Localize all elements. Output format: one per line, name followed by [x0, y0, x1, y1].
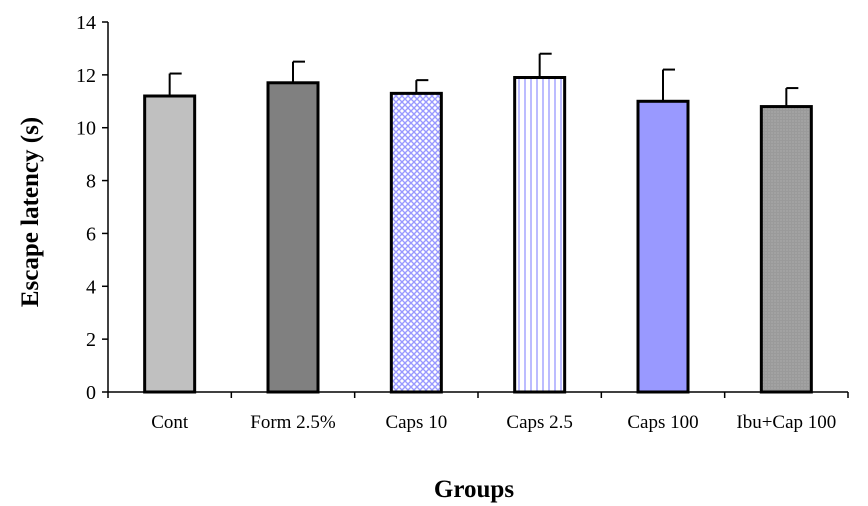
error-bar — [538, 52, 552, 78]
x-tick-label: Ibu+Cap 100 — [736, 412, 836, 433]
error-bar — [168, 72, 182, 96]
error-bars — [168, 52, 799, 107]
error-bar — [292, 60, 305, 83]
y-tick-label: 8 — [86, 171, 96, 193]
bars — [143, 76, 813, 394]
bar — [759, 105, 813, 394]
x-axis-title: Groups — [434, 476, 514, 503]
error-bar — [415, 79, 429, 94]
bar — [266, 81, 320, 394]
x-axis-tick-labels: Cont Form 2.5% Caps 10 Caps 2.5 Caps 100 Ibu+… — [151, 412, 836, 433]
y-tick-label: 14 — [76, 12, 96, 34]
error-bar — [662, 68, 675, 102]
bar — [636, 99, 690, 394]
y-tick-label: 0 — [86, 382, 96, 404]
x-tick-label: Caps 2.5 — [506, 412, 573, 433]
x-tick-label: Form 2.5% — [250, 412, 336, 433]
y-tick-label: 2 — [86, 329, 96, 351]
bar — [389, 91, 443, 394]
y-tick-label: 12 — [76, 65, 96, 87]
y-tick-label: 4 — [86, 276, 96, 298]
error-bar — [785, 87, 799, 107]
bar — [143, 94, 197, 394]
x-tick-label: Cont — [151, 412, 189, 433]
y-axis-title: Escape latency (s) — [17, 117, 44, 307]
bar — [513, 76, 567, 394]
x-tick-label: Caps 100 — [627, 412, 698, 433]
y-tick-label: 6 — [86, 223, 96, 245]
x-tick-label: Caps 10 — [385, 412, 447, 433]
y-tick-label: 10 — [76, 118, 96, 140]
y-axis-ticks: 0 2 4 6 8 10 12 14 — [76, 12, 849, 404]
